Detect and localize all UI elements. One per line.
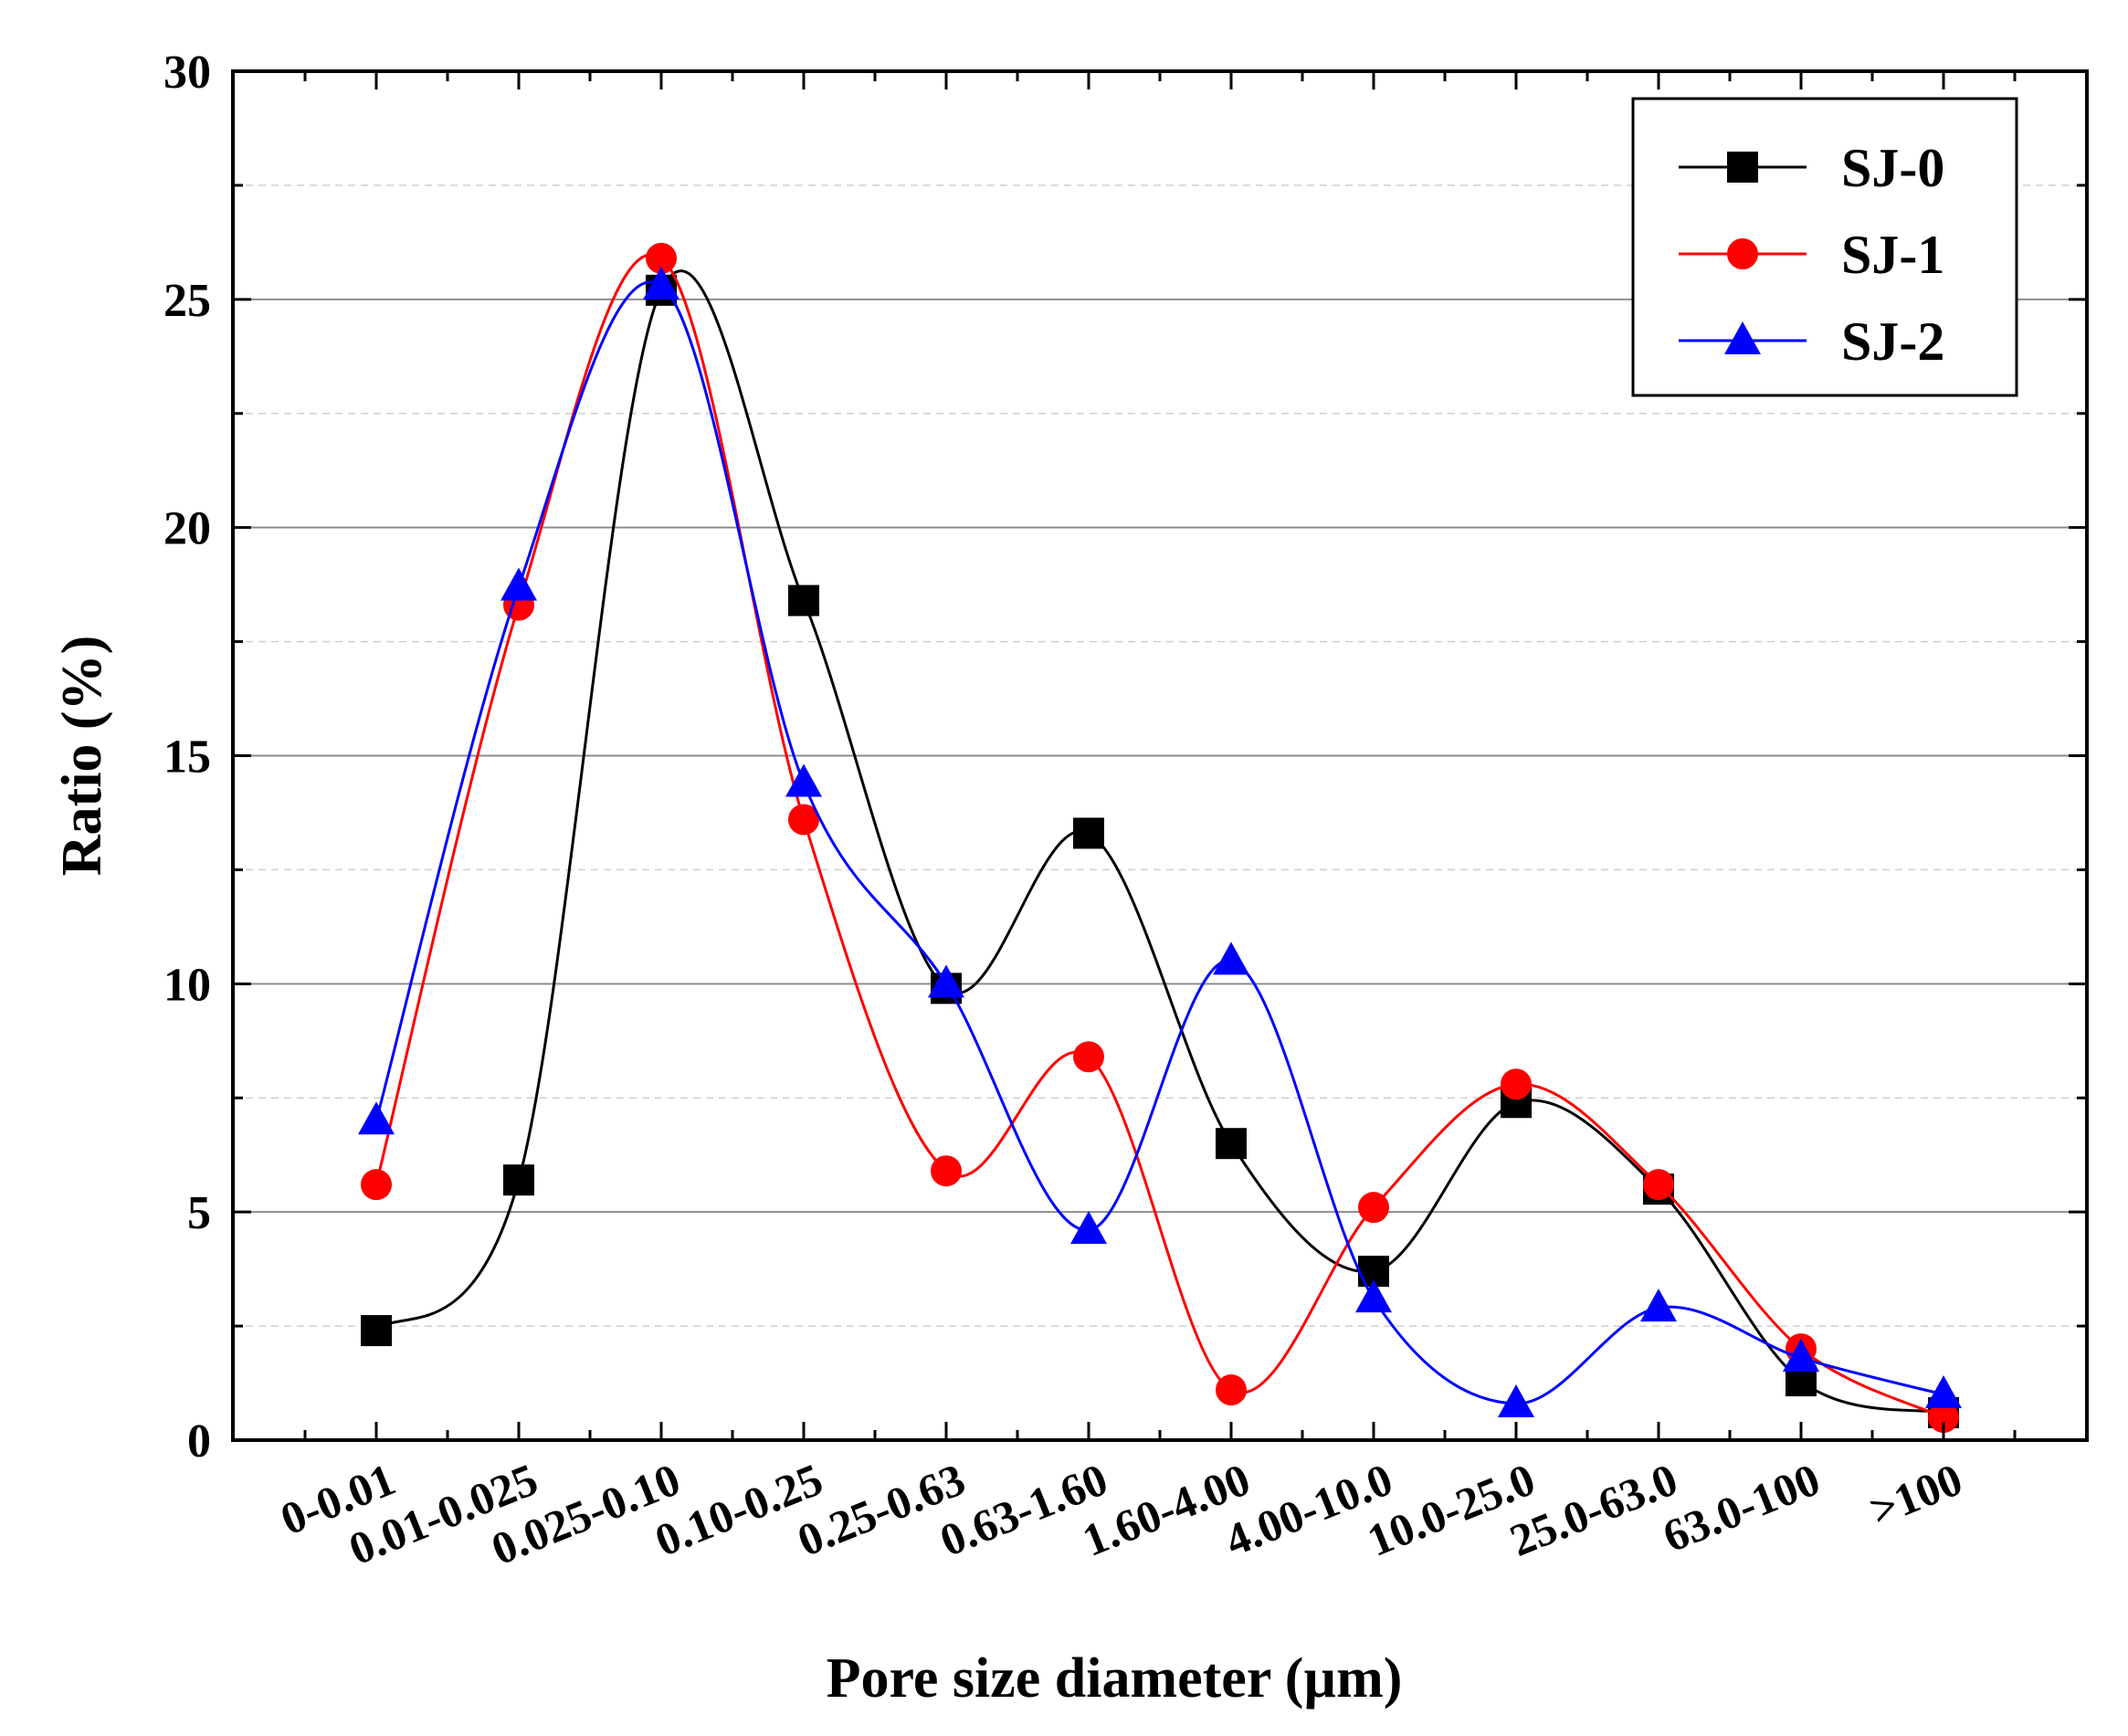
triangle-marker [785, 763, 822, 797]
y-tick-label: 0 [187, 1415, 211, 1468]
y-tick-label: 10 [163, 959, 211, 1011]
triangle-marker [643, 266, 679, 300]
x-tick-label: >100 [1862, 1453, 1969, 1536]
x-axis-title: Pore size diameter (µm) [827, 1647, 1403, 1710]
series-line [374, 253, 1944, 1419]
triangle-marker [1925, 1375, 1962, 1409]
triangle-marker [1640, 1289, 1677, 1322]
axis-ticks [233, 69, 2087, 1442]
circle-marker [1643, 1169, 1674, 1201]
circle-marker [646, 242, 677, 274]
series-line [374, 269, 1944, 1415]
x-tick-label: 25.0-63.0 [1502, 1453, 1684, 1566]
square-marker [1073, 817, 1104, 849]
legend-label: SJ-2 [1841, 311, 1944, 372]
square-marker [788, 584, 819, 616]
triangle-marker [1783, 1339, 1819, 1373]
y-tick-label: 30 [163, 47, 211, 99]
circle-marker [1216, 1374, 1247, 1406]
y-tick-label: 20 [163, 503, 211, 555]
series-sj-2 [358, 266, 1962, 1418]
circle-marker [931, 1155, 962, 1187]
triangle-marker [500, 567, 537, 601]
triangle-marker [1498, 1384, 1534, 1418]
legend: SJ-0 SJ-1 SJ-2 [1631, 97, 2018, 397]
circle-marker [1358, 1192, 1389, 1224]
circle-marker [1501, 1068, 1532, 1100]
legend-item: SJ-1 [1679, 225, 1944, 285]
square-marker [1216, 1128, 1247, 1160]
y-axis-title: Ratio (%) [51, 636, 113, 876]
y-tick-label: 5 [187, 1187, 211, 1239]
legend-item: SJ-0 [1679, 138, 1944, 198]
square-marker [1727, 152, 1758, 183]
legend-item: SJ-2 [1679, 311, 1944, 372]
y-tick-label: 25 [163, 275, 211, 327]
triangle-marker [358, 1101, 395, 1135]
triangle-marker [1070, 1211, 1107, 1245]
legend-box [1631, 97, 2018, 397]
square-marker [361, 1315, 392, 1347]
series-sj-1 [361, 242, 1959, 1434]
legend-label: SJ-1 [1841, 225, 1944, 285]
circle-marker [1928, 1402, 1959, 1434]
circle-marker [1727, 238, 1758, 269]
circle-marker [1073, 1041, 1104, 1073]
triangle-marker [928, 964, 964, 998]
x-tick-labels: 0-0.010.01-0.0250.025-0.100.10-0.250.25-… [273, 1453, 1969, 1574]
square-marker [503, 1164, 534, 1196]
series-layer [358, 242, 1962, 1434]
legend-label: SJ-0 [1841, 138, 1944, 198]
triangle-marker [1213, 942, 1249, 975]
x-tick-label: 63.0-100 [1656, 1453, 1827, 1562]
circle-marker [788, 804, 819, 836]
circle-marker [361, 1169, 392, 1201]
triangle-marker [1724, 321, 1761, 354]
y-tick-label: 15 [163, 731, 211, 784]
triangle-marker [1355, 1279, 1392, 1313]
series-line [374, 280, 1944, 1405]
y-tick-labels: 0 5 10 15 20 25 30 [163, 47, 211, 1468]
